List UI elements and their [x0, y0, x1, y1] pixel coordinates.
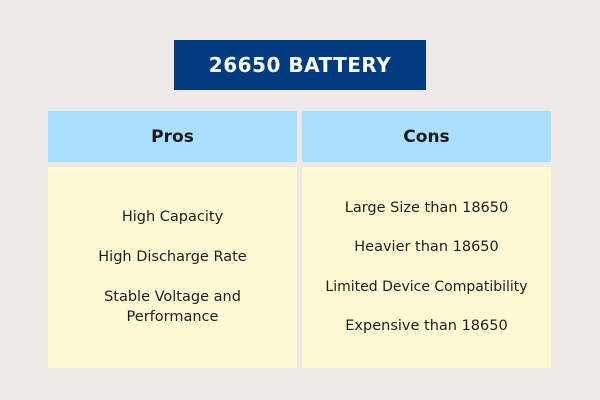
pros-header: Pros [48, 111, 297, 162]
cons-item: Heavier than 18650 [354, 239, 499, 255]
cons-item: Expensive than 18650 [345, 318, 508, 334]
pros-list: High Capacity High Discharge Rate Stable… [48, 167, 297, 368]
page-title: 26650 BATTERY [174, 40, 426, 90]
cons-item: Limited Device Compatibility [325, 279, 528, 295]
pros-item: Stable Voltage and Performance [104, 289, 241, 325]
cons-header: Cons [302, 111, 551, 162]
pros-item: High Discharge Rate [98, 249, 247, 265]
cons-list: Large Size than 18650 Heavier than 18650… [302, 167, 551, 368]
cons-item: Large Size than 18650 [344, 200, 509, 216]
pros-item: High Capacity [121, 209, 224, 225]
